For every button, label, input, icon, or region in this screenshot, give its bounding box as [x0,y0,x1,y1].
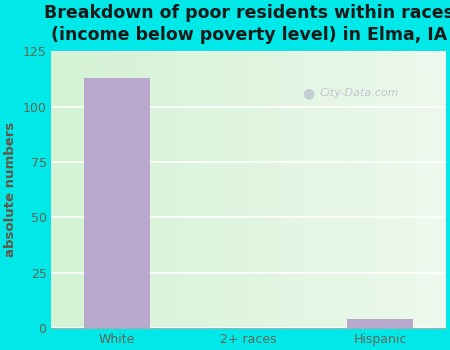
Title: Breakdown of poor residents within races
(income below poverty level) in Elma, I: Breakdown of poor residents within races… [44,4,450,44]
Y-axis label: absolute numbers: absolute numbers [4,122,17,257]
Bar [84,78,150,328]
Bar [347,319,413,328]
Text: City-Data.com: City-Data.com [320,88,399,98]
Text: ●: ● [302,86,314,100]
